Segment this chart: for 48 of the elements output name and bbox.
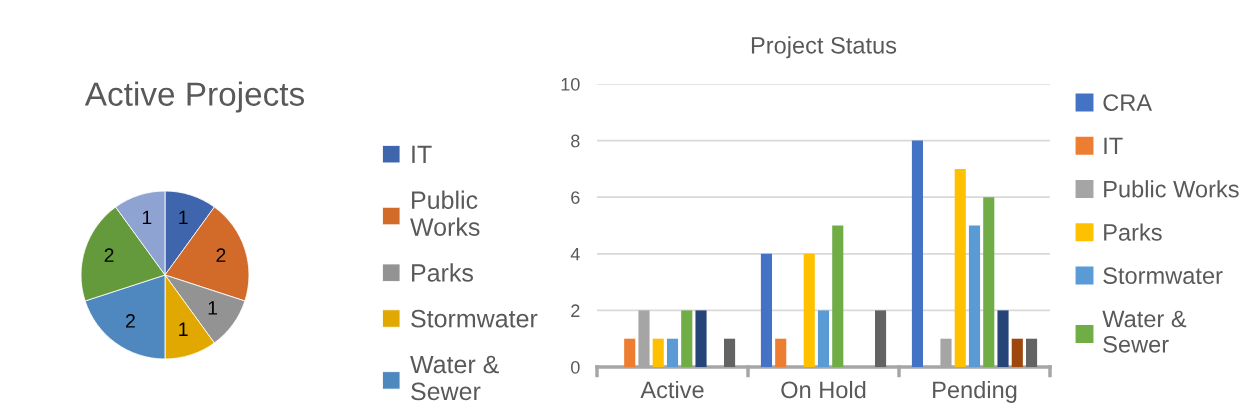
bar: [817, 310, 830, 367]
y-tick-label: 10: [561, 77, 580, 91]
x-tick-label: Pending: [933, 380, 1017, 403]
y-tick-label: 0: [571, 360, 580, 374]
data-label: 2: [104, 248, 114, 262]
y-tick-label: 4: [570, 247, 580, 261]
data-label: 1: [179, 210, 188, 225]
x-tick-label: On Hold: [781, 380, 866, 399]
bar: [760, 253, 773, 367]
legend-label: Water & Sewer: [1102, 310, 1187, 353]
chart-title: Active Projects: [84, 81, 305, 113]
bar: [652, 338, 664, 367]
bar: [983, 197, 995, 367]
bar: [695, 310, 707, 367]
bar: [681, 310, 693, 367]
chart-title: Project Status: [751, 36, 897, 59]
y-tick-label: 6: [571, 191, 580, 204]
bar: [803, 253, 815, 367]
legend-label: CRA: [1103, 94, 1153, 111]
legend-label: Stormwater: [1103, 267, 1223, 285]
legend-label: Water & Sewer: [410, 355, 499, 401]
bar: [775, 338, 787, 367]
bar: [624, 338, 636, 367]
legend-label: Stormwater: [411, 309, 538, 328]
data-label: 1: [179, 322, 188, 336]
data-label: 2: [126, 314, 135, 328]
legend-label: Parks: [412, 263, 473, 282]
legend-label: Public Works: [410, 190, 480, 236]
bar: [1025, 338, 1038, 367]
legend-label: IT: [1104, 137, 1123, 154]
y-tick-label: 2: [571, 304, 580, 317]
legend-label: Public Works: [1104, 180, 1239, 198]
legend-label: IT: [412, 145, 432, 163]
y-tick-label: 8: [571, 134, 580, 148]
bar: [997, 310, 1009, 367]
bar: [911, 140, 924, 367]
bar: [954, 168, 966, 367]
bar: [832, 225, 844, 367]
bar: [874, 310, 887, 367]
bar: [666, 338, 679, 367]
legend-label: Parks: [1104, 223, 1162, 241]
data-label: 1: [208, 301, 218, 315]
bar: [723, 338, 736, 367]
data-label: 2: [216, 248, 226, 262]
data-label: 1: [142, 210, 152, 225]
x-tick-label: Active: [640, 380, 704, 399]
bar: [968, 225, 981, 367]
bar: [1011, 338, 1023, 367]
